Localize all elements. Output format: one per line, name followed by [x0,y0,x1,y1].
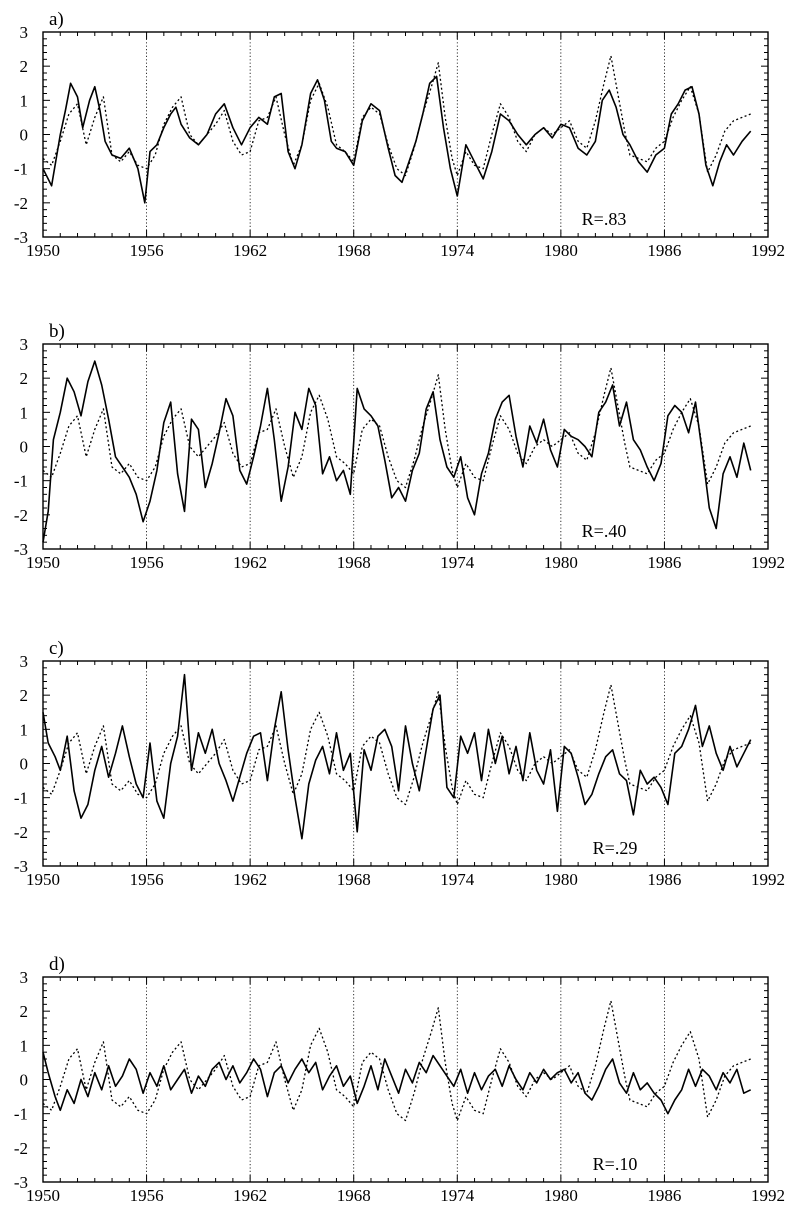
y-tick-label: 0 [20,755,29,774]
correlation-label: R=.40 [582,521,627,541]
x-tick-label: 1980 [544,1186,578,1205]
y-tick-label: -3 [14,857,28,876]
panel-label: c) [49,638,64,659]
solid-series-line [42,75,752,204]
solid-series-line [42,1052,752,1115]
correlation-label: R=.29 [593,838,638,858]
panel-b: 1950 1956 1962 1968 1974 1980 1986 1992 -3 -2 -1 0 1… [14,321,785,572]
y-tick-label: 0 [20,126,29,145]
panel-c: 1950 1956 1962 1968 1974 1980 1986 1992 -3 -2 -1 0 1… [14,638,785,889]
y-tick-label: -3 [14,228,28,247]
x-tick-label: 1974 [440,1186,475,1205]
x-tick-label: 1980 [544,553,578,572]
y-tick-label: 2 [20,369,29,388]
solid-series-line [42,673,752,840]
y-tick-label: -1 [14,789,28,808]
y-tick-label: -1 [14,1105,28,1124]
x-tick-label: 1992 [751,241,785,260]
plot-frame [42,343,769,550]
x-tick-label: 1986 [647,870,681,889]
y-tick-label: -2 [14,194,28,213]
x-tick-label: 1968 [337,241,371,260]
x-tick-label: 1956 [130,870,164,889]
y-tick-label: -1 [14,160,28,179]
x-tick-label: 1962 [233,870,267,889]
x-tick-label: 1986 [647,1186,681,1205]
panel-label: a) [49,9,64,30]
x-tick-label: 1974 [440,241,475,260]
dotted-series-line [42,684,751,806]
x-tick-label: 1950 [26,553,60,572]
x-tick-label: 1962 [233,1186,267,1205]
y-tick-label: -2 [14,1139,28,1158]
x-tick-label: 1992 [751,1186,785,1205]
y-tick-label: -2 [14,506,28,525]
y-tick-label: -3 [14,540,28,559]
y-tick-label: 3 [20,652,29,671]
y-tick-label: 0 [20,438,29,457]
y-tick-label: 2 [20,1002,29,1021]
x-tick-label: 1974 [440,870,475,889]
x-tick-label: 1968 [337,1186,371,1205]
dotted-series-line [42,1000,751,1122]
x-tick-label: 1962 [233,553,267,572]
x-tick-label: 1992 [751,870,785,889]
x-tick-label: 1956 [130,1186,164,1205]
y-tick-label: -3 [14,1173,28,1192]
y-tick-label: 3 [20,968,29,987]
x-tick-label: 1986 [647,553,681,572]
panel-label: d) [49,954,65,975]
y-tick-label: 1 [20,403,29,422]
plot-frame [42,31,769,238]
y-tick-label: 1 [20,91,29,110]
correlation-label: R=.10 [593,1154,638,1174]
x-tick-label: 1956 [130,553,164,572]
solid-series-line [42,360,752,543]
y-tick-label: -1 [14,472,28,491]
x-tick-label: 1950 [26,870,60,889]
y-tick-label: -2 [14,823,28,842]
x-tick-label: 1980 [544,241,578,260]
x-tick-label: 1950 [26,1186,60,1205]
panel-label: b) [49,321,65,342]
dotted-series-line [42,55,751,177]
y-tick-label: 3 [20,335,29,354]
x-tick-label: 1980 [544,870,578,889]
panel-a: 1950 1956 1962 1968 1974 1980 1986 1992 -3 -2 -1 0 1… [14,9,785,260]
y-tick-label: 0 [20,1071,29,1090]
x-tick-label: 1956 [130,241,164,260]
y-tick-label: 2 [20,57,29,76]
x-tick-label: 1968 [337,553,371,572]
y-tick-label: 1 [20,1036,29,1055]
dotted-series-line [42,367,751,489]
x-tick-label: 1986 [647,241,681,260]
x-tick-label: 1992 [751,553,785,572]
panel-d: 1950 1956 1962 1968 1974 1980 1986 1992 -3 -2 -1 0 1… [14,954,785,1205]
x-tick-label: 1968 [337,870,371,889]
y-tick-label: 1 [20,720,29,739]
x-tick-label: 1962 [233,241,267,260]
plot-frame [42,976,769,1183]
x-tick-label: 1974 [440,553,475,572]
y-tick-label: 2 [20,686,29,705]
x-tick-label: 1950 [26,241,60,260]
y-tick-label: 3 [20,23,29,42]
correlation-label: R=.83 [582,209,627,229]
